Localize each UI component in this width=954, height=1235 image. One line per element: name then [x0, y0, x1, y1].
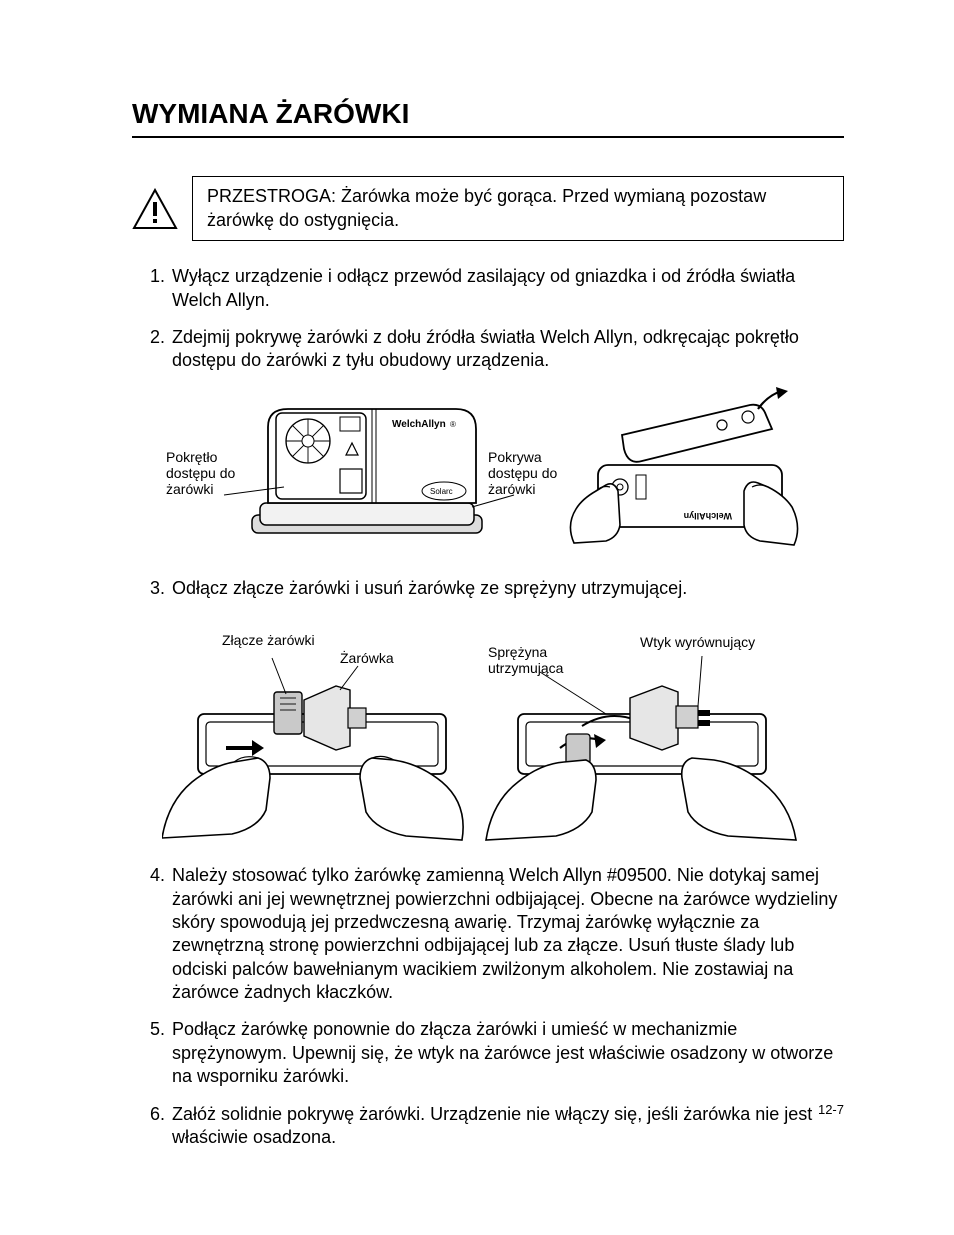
svg-text:Solarc: Solarc	[430, 487, 453, 496]
step-3: Odłącz złącze żarówki i usuń żarówkę ze …	[170, 577, 844, 844]
fig3-label-plug: Wtyk wyrównujący	[640, 634, 755, 650]
step-4: Należy stosować tylko żarówkę zamienną W…	[170, 864, 844, 1004]
figure-row-2: Złącze żarówki Żarówka Sprężyna utrzymuj…	[162, 614, 844, 844]
figure-open-cover: WelchAllyn	[562, 387, 802, 557]
figure-lamp-remove: Złącze żarówki Żarówka Sprężyna utrzymuj…	[162, 614, 802, 844]
figure-device-rear: WelchAllyn ® Solarc Pokrętło dostępu do …	[172, 387, 542, 557]
caution-text: PRZESTROGA: Żarówka może być gorąca. Prz…	[192, 176, 844, 241]
svg-text:®: ®	[450, 420, 456, 429]
step-3-text: Odłącz złącze żarówki i usuń żarówkę ze …	[172, 578, 687, 598]
svg-text:WelchAllyn: WelchAllyn	[684, 511, 732, 521]
fig3-label-connector: Złącze żarówki	[222, 632, 315, 648]
step-5: Podłącz żarówkę ponownie do złącza żarów…	[170, 1018, 844, 1088]
fig1-label-cover: Pokrywa dostępu do żarówki	[488, 449, 560, 497]
step-2-text: Zdejmij pokrywę żarówki z dołu źródła św…	[172, 327, 799, 370]
figure-row-1: WelchAllyn ® Solarc Pokrętło dostępu do …	[172, 387, 844, 557]
step-6: Załóż solidnie pokrywę żarówki. Urządzen…	[170, 1103, 844, 1150]
svg-text:WelchAllyn: WelchAllyn	[392, 419, 446, 430]
fig3-label-lamp: Żarówka	[340, 650, 394, 666]
page-heading: WYMIANA ŻARÓWKI	[132, 96, 844, 138]
caution-row: PRZESTROGA: Żarówka może być gorąca. Prz…	[132, 176, 844, 241]
fig1-label-knob: Pokrętło dostępu do żarówki	[166, 449, 244, 497]
warning-icon	[132, 188, 178, 230]
step-2: Zdejmij pokrywę żarówki z dołu źródła św…	[170, 326, 844, 557]
page-number: 12-7	[818, 1102, 844, 1119]
step-1: Wyłącz urządzenie i odłącz przewód zasil…	[170, 265, 844, 312]
steps-list: Wyłącz urządzenie i odłącz przewód zasil…	[132, 265, 844, 1149]
fig3-label-spring: Sprężyna utrzymująca	[488, 644, 578, 676]
